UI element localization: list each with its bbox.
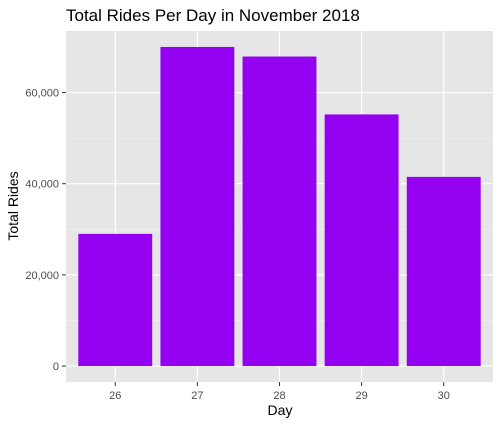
x-tick-label: 30 (438, 390, 450, 402)
bar-day-27 (160, 46, 235, 367)
bar-day-28 (242, 56, 317, 367)
chart-title: Total Rides Per Day in November 2018 (66, 6, 360, 25)
bar-day-30 (406, 176, 481, 367)
bar-day-29 (324, 114, 399, 367)
x-axis-title: Day (268, 402, 293, 418)
y-tick-label: 60,000 (25, 88, 59, 100)
y-axis-title: Total Rides (5, 171, 21, 240)
y-axis: 0 20,000 40,000 60,000 (25, 88, 66, 373)
x-tick-label: 26 (109, 390, 121, 402)
x-tick-label: 29 (355, 390, 367, 402)
y-tick-label: 40,000 (25, 179, 59, 191)
bar-day-26 (78, 233, 153, 367)
y-tick-label: 0 (53, 361, 59, 373)
x-tick-label: 28 (273, 390, 285, 402)
x-axis: 26 27 28 29 30 (109, 382, 450, 402)
x-tick-label: 27 (191, 390, 203, 402)
y-tick-label: 20,000 (25, 270, 59, 282)
bars (78, 46, 481, 367)
